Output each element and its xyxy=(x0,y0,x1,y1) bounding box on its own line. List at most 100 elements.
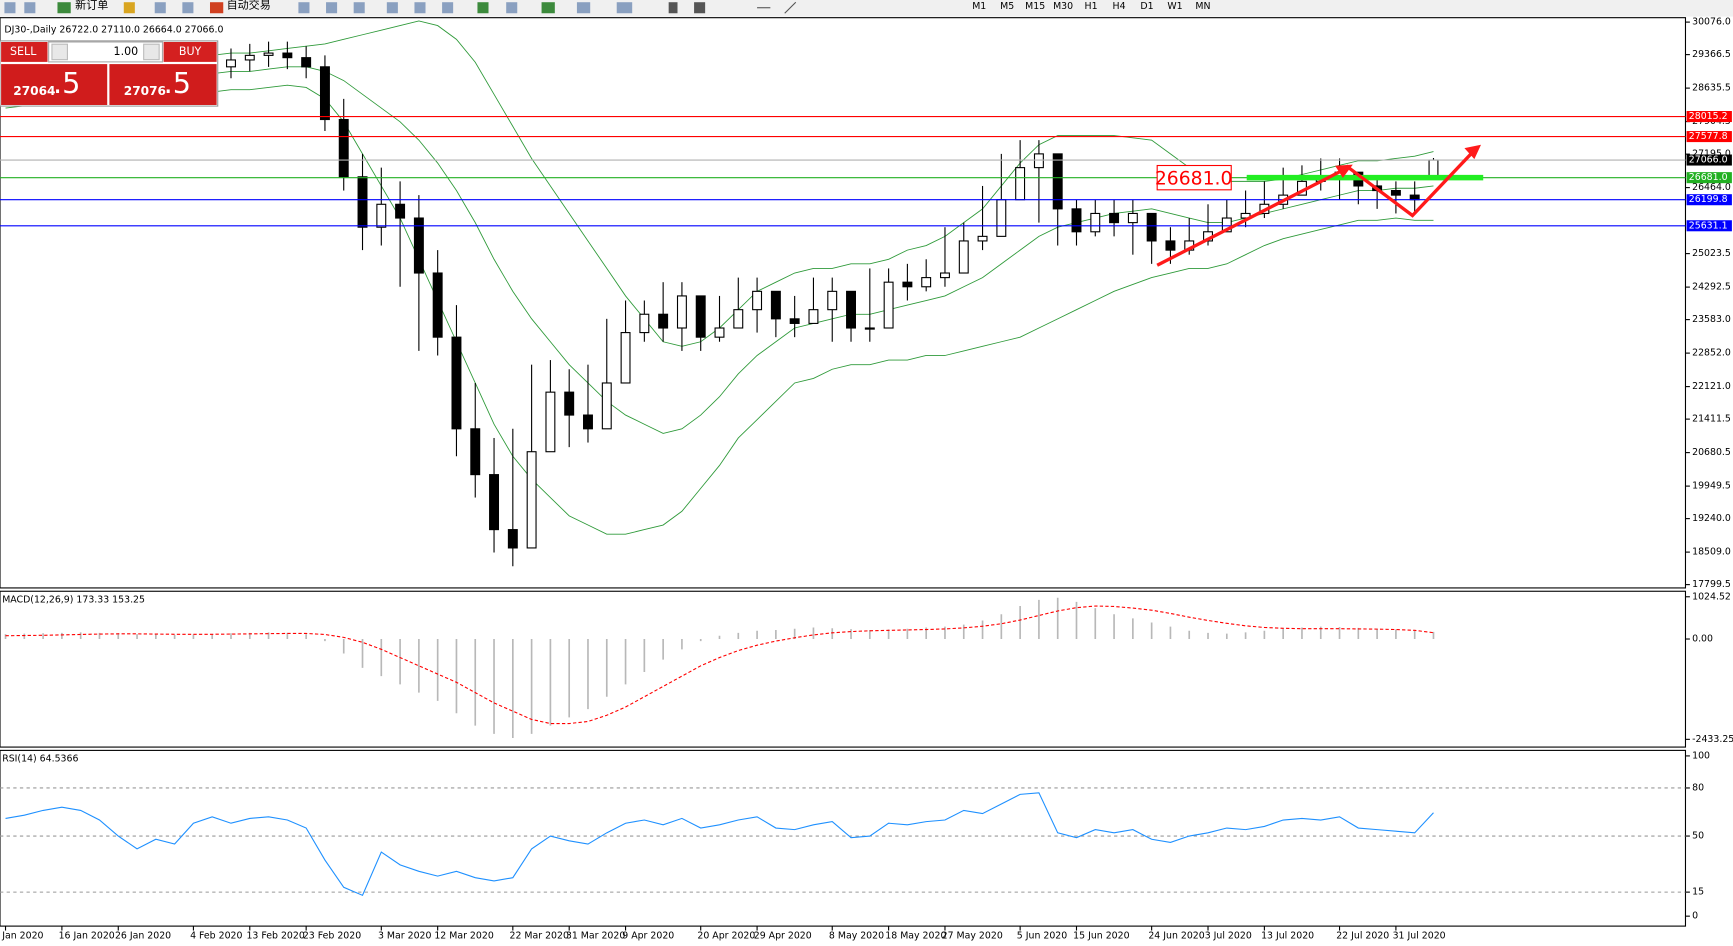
x-tick-label: 26 Jan 2020 xyxy=(115,931,171,942)
y-tick-label: 1024.52 xyxy=(1692,591,1731,602)
candle-body xyxy=(1052,153,1063,210)
x-tick-label: 18 May 2020 xyxy=(885,931,946,942)
candle-body xyxy=(357,176,368,228)
x-tick-label: 16 Jan 2020 xyxy=(59,931,115,942)
auto-trading-button[interactable]: 自动交易 xyxy=(227,0,271,12)
candle-body xyxy=(338,118,349,178)
y-tick-label: 26464.0 xyxy=(1692,182,1731,193)
macd-signal xyxy=(5,605,1434,725)
y-tick-label: 0 xyxy=(1692,911,1698,922)
lot-size[interactable]: 1.00 xyxy=(114,45,139,58)
x-tick-label: 22 Jul 2020 xyxy=(1336,931,1389,942)
x-tick-label: 24 Jun 2020 xyxy=(1148,931,1204,942)
candle-body xyxy=(244,54,255,61)
arrow-head xyxy=(1335,164,1353,178)
x-tick-label: 12 Mar 2020 xyxy=(434,931,493,942)
candle-body xyxy=(846,290,857,329)
x-tick-label: 31 Jul 2020 xyxy=(1393,931,1446,942)
candle-body xyxy=(413,217,424,274)
candle-body xyxy=(789,318,800,324)
candle-body xyxy=(583,414,593,430)
x-tick-label: 3 Mar 2020 xyxy=(378,931,432,942)
sell-price-pips: .5 xyxy=(53,66,80,100)
candle-body xyxy=(921,277,932,288)
price-level-box xyxy=(1686,154,1732,166)
y-tick-label: 50 xyxy=(1692,831,1704,842)
candle-body xyxy=(1071,208,1082,233)
y-tick-label: 19949.5 xyxy=(1692,481,1731,492)
y-tick-label: 25023.5 xyxy=(1692,248,1731,259)
candle-body xyxy=(545,391,556,453)
candle-body xyxy=(639,313,650,334)
y-tick-label: 28635.5 xyxy=(1692,83,1731,94)
candle-body xyxy=(1390,189,1401,196)
price-level-box xyxy=(1686,131,1732,143)
y-tick-label: -2433.25 xyxy=(1692,734,1733,745)
x-tick-label: 9 Apr 2020 xyxy=(622,931,674,942)
x-tick-label: 4 Feb 2020 xyxy=(190,931,242,942)
y-tick-label: 100 xyxy=(1692,750,1710,761)
new-order-button[interactable]: 新订单 xyxy=(75,0,108,12)
y-tick-label: 23583.0 xyxy=(1692,314,1731,325)
timeframe-button[interactable]: D1 xyxy=(1140,1,1153,12)
y-tick-label: 24292.5 xyxy=(1692,282,1731,293)
price-level-label: 26199.8 xyxy=(1689,194,1728,205)
timeframe-button[interactable]: M5 xyxy=(1000,1,1014,12)
candle-body xyxy=(977,235,988,242)
buy-button-bg[interactable] xyxy=(163,41,217,62)
timeframe-bar: M1 M5 M15 M30 H1 H4 D1 W1 MN xyxy=(972,1,1210,12)
price-level-box xyxy=(1686,220,1732,232)
candle-body xyxy=(676,295,687,329)
timeframe-button[interactable]: M30 xyxy=(1053,1,1073,12)
timeframe-button[interactable]: M1 xyxy=(972,1,986,12)
indicator-title: MACD(12,26,9) 173.33 153.25 xyxy=(2,595,145,606)
y-tick-label: 27195.0 xyxy=(1692,149,1731,160)
price-level-label: 26681.0 xyxy=(1689,172,1728,183)
candle-body xyxy=(451,336,462,430)
y-tick-label: 29366.5 xyxy=(1692,49,1731,60)
toolbar-icons xyxy=(4,1,797,14)
buy-price-box[interactable] xyxy=(109,64,217,105)
candle-body xyxy=(1090,212,1101,233)
arrow-head xyxy=(1464,144,1482,160)
x-tick-label: 13 Feb 2020 xyxy=(246,931,304,942)
x-tick-label: 15 Jun 2020 xyxy=(1073,931,1129,942)
rsi-panel xyxy=(0,749,1687,927)
candle-body xyxy=(1109,212,1120,224)
trend-arrows xyxy=(1156,149,1476,267)
candle-body xyxy=(733,309,744,329)
x-tick-label: 27 May 2020 xyxy=(942,931,1003,942)
sell-price: 27064 xyxy=(13,84,55,98)
timeframe-button[interactable]: M15 xyxy=(1025,1,1045,12)
sell-button[interactable]: SELL xyxy=(10,45,37,58)
x-tick-label: 3 Jul 2020 xyxy=(1205,931,1252,942)
price-level-label: 27577.8 xyxy=(1689,131,1728,142)
timeframe-button[interactable]: H1 xyxy=(1085,1,1098,12)
candle-body xyxy=(470,428,481,476)
candle-body xyxy=(564,391,575,416)
buy-button[interactable]: BUY xyxy=(179,45,202,58)
timeframe-button[interactable]: W1 xyxy=(1167,1,1182,12)
candle-body xyxy=(620,332,631,384)
timeframe-button[interactable]: MN xyxy=(1195,1,1210,12)
price-level-box xyxy=(1686,194,1732,206)
y-tick-label: 0.00 xyxy=(1692,634,1713,645)
candle-body xyxy=(301,57,312,68)
price-level-box xyxy=(1686,111,1732,123)
sell-price-box[interactable] xyxy=(1,64,108,105)
candle-body xyxy=(1127,212,1138,224)
candle-body xyxy=(808,309,819,324)
y-tick-label: 22852.0 xyxy=(1692,348,1731,359)
candle-body xyxy=(526,451,537,549)
y-tick-label: 30076.0 xyxy=(1692,17,1731,28)
candle-body xyxy=(1015,167,1026,201)
y-tick-label: 17799.5 xyxy=(1692,579,1731,590)
sell-button-bg[interactable] xyxy=(1,41,48,62)
timeframe-button[interactable]: H4 xyxy=(1113,1,1126,12)
macd-plot xyxy=(4,597,1435,738)
candle-body xyxy=(864,327,875,330)
x-tick-label: 31 Mar 2020 xyxy=(566,931,625,942)
candle-body xyxy=(395,203,406,219)
candle-body xyxy=(658,313,669,329)
